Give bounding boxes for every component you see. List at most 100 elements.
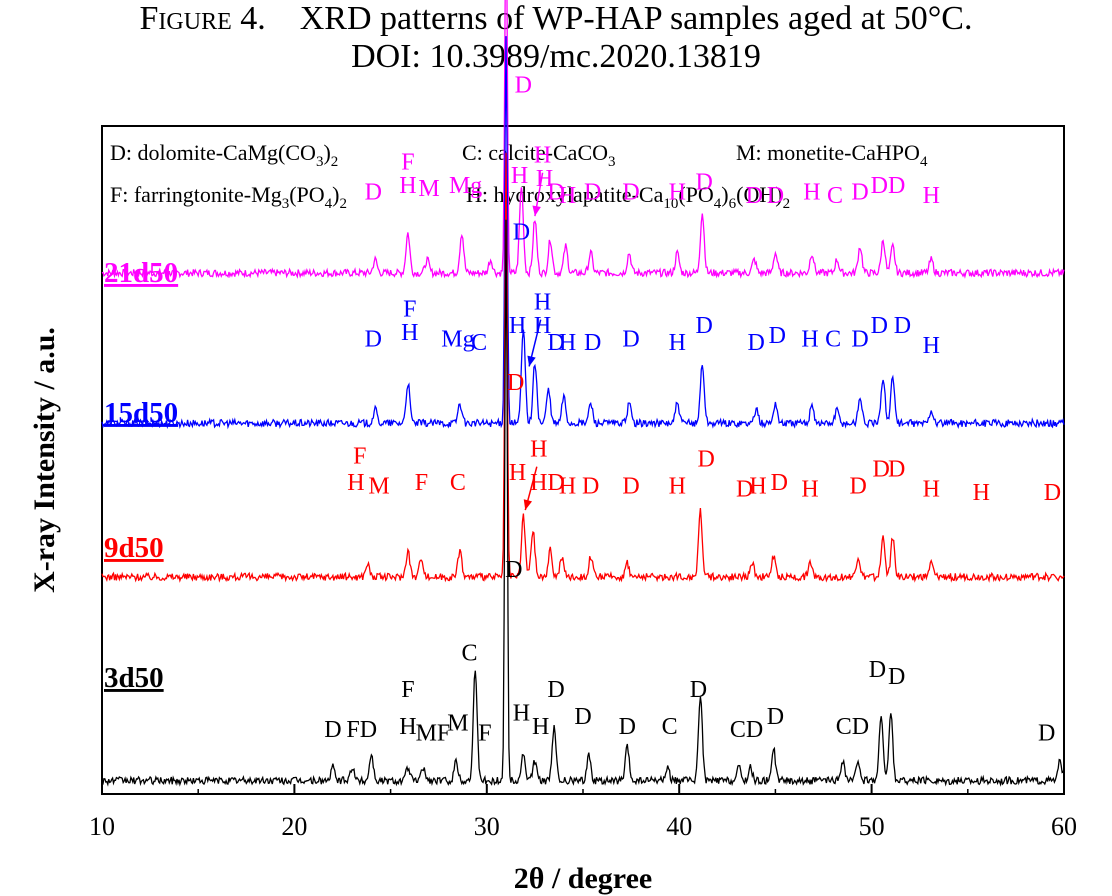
- peak-label: F: [353, 443, 366, 469]
- peak-label: D: [507, 370, 524, 396]
- peak-label: D: [746, 183, 763, 209]
- series-line-9d50: [101, 152, 1065, 583]
- peak-label: D: [505, 557, 522, 583]
- peak-label: D: [771, 470, 788, 496]
- peak-label: D: [873, 457, 890, 483]
- peak-label: D: [547, 330, 564, 356]
- peak-label: H: [923, 477, 940, 503]
- x-axis: 10 20 30 40 50 60: [89, 784, 1077, 841]
- peak-label: D: [696, 169, 713, 195]
- legend-subscript: 2: [783, 196, 791, 212]
- legend-subscript: 3: [282, 196, 290, 212]
- peak-arrow-head: [532, 205, 541, 217]
- peak-label: D: [547, 677, 564, 703]
- peak-label: H: [534, 290, 551, 316]
- series-name-9d50: 9d50: [104, 532, 164, 564]
- peak-label: D: [547, 179, 564, 205]
- peak-label: D: [365, 179, 382, 205]
- peak-label: D: [574, 704, 591, 730]
- y-axis-label: X-ray Intensity / a.u.: [28, 327, 61, 593]
- peak-label: D: [324, 717, 341, 743]
- peak-label: D: [584, 330, 601, 356]
- figure-text: XRD patterns of WP-HAP samples aged at 5…: [299, 0, 973, 37]
- peak-label: D: [871, 313, 888, 339]
- series-line-15d50: [101, 36, 1065, 430]
- peak-label: D: [851, 326, 868, 352]
- x-tick-label: 50: [859, 812, 885, 841]
- legend-entry: C: calcite-CaCO3: [462, 140, 616, 170]
- legend-text: (PO: [289, 182, 324, 207]
- peak-label: D: [888, 664, 905, 690]
- peak-label: D: [365, 326, 382, 352]
- peak-label: C: [461, 640, 477, 666]
- peak-label: CD: [730, 717, 763, 743]
- legend-subscript: 4: [714, 196, 722, 212]
- peak-label: H: [559, 473, 576, 499]
- legend-entry: H: hydroxylapatite-Ca10(PO4)6(OH)2: [466, 182, 790, 212]
- legend-text: F: farringtonite-Mg: [110, 182, 282, 207]
- legend-entry: M: monetite-CaHPO4: [736, 140, 928, 170]
- legend-text: C: calcite-CaCO: [462, 140, 608, 165]
- legend-subscript: 4: [325, 196, 333, 212]
- x-axis-label: 2θ / degree: [514, 862, 652, 895]
- legend-subscript: 4: [920, 154, 928, 170]
- figure-caption: Figure 4. XRD patterns of WP-HAP samples…: [0, 0, 1112, 76]
- peak-label: D: [851, 179, 868, 205]
- peak-label: D: [1038, 721, 1055, 747]
- peak-label: H: [801, 477, 818, 503]
- peak-label: D: [849, 473, 866, 499]
- x-tick-label: 10: [89, 812, 115, 841]
- peak-label: C: [471, 330, 487, 356]
- peak-label: H: [399, 173, 416, 199]
- peak-label: D: [622, 179, 639, 205]
- legend-text: ): [332, 182, 339, 207]
- peak-label: C: [662, 714, 678, 740]
- peak-label: D: [696, 313, 713, 339]
- series-names: 21d50 15d50 9d50 3d50: [104, 257, 178, 694]
- peak-label: H: [559, 183, 576, 209]
- peak-label: M: [418, 176, 439, 202]
- peak-label: CD: [836, 714, 869, 740]
- legend-text: M: monetite-CaHPO: [736, 140, 920, 165]
- peak-label: D: [769, 323, 786, 349]
- peak-label: H: [923, 333, 940, 359]
- series-line-3d50: [101, 219, 1065, 787]
- peak-arrow-head: [523, 499, 533, 511]
- legend-text: (PO: [678, 182, 713, 207]
- peak-label: H: [749, 473, 766, 499]
- peak-label: C: [450, 470, 466, 496]
- peak-label: D: [747, 330, 764, 356]
- series-line-21d50: [101, 0, 1065, 279]
- peak-label: M: [447, 711, 468, 737]
- x-tick-label: 20: [281, 812, 307, 841]
- peak-label: D: [767, 704, 784, 730]
- legend-text: ): [721, 182, 728, 207]
- series-name-21d50: 21d50: [104, 257, 178, 289]
- peak-label: D: [871, 173, 888, 199]
- peak-label: Mg: [441, 326, 474, 352]
- caption-doi: DOI: 10.3989/mc.2020.13819: [351, 38, 761, 75]
- phase-legend: D: dolomite-CaMg(CO3)2 C: calcite-CaCO3 M:…: [110, 140, 928, 212]
- peak-label: F: [401, 677, 414, 703]
- peak-label: H: [669, 473, 686, 499]
- legend-subscript: 3: [608, 154, 616, 170]
- peak-label: D: [736, 477, 753, 503]
- peak-label: H: [973, 480, 990, 506]
- series-lines: [101, 0, 1065, 787]
- peak-label: H: [530, 437, 547, 463]
- figure-label: Figure 4.: [139, 0, 266, 37]
- peak-label: H: [801, 326, 818, 352]
- peak-label: H: [513, 701, 530, 727]
- peak-label: H: [669, 330, 686, 356]
- peak-label: H: [803, 179, 820, 205]
- x-tick-label: 30: [474, 812, 500, 841]
- peak-label: H: [559, 330, 576, 356]
- legend-text: D: dolomite-CaMg(CO: [110, 140, 316, 165]
- peak-label: D: [622, 326, 639, 352]
- peak-label: D: [894, 313, 911, 339]
- peak-label: H: [532, 714, 549, 740]
- peak-label: MF: [416, 721, 451, 747]
- peak-label: C: [825, 326, 841, 352]
- peak-label: H: [669, 179, 686, 205]
